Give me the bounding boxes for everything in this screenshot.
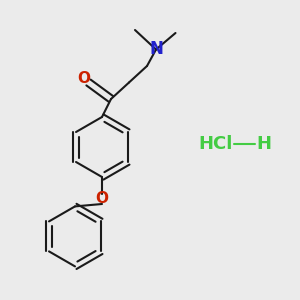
Text: H: H bbox=[256, 135, 272, 153]
Text: O: O bbox=[95, 191, 109, 206]
Text: HCl: HCl bbox=[199, 135, 233, 153]
Text: O: O bbox=[77, 71, 91, 86]
Text: N: N bbox=[149, 40, 163, 58]
